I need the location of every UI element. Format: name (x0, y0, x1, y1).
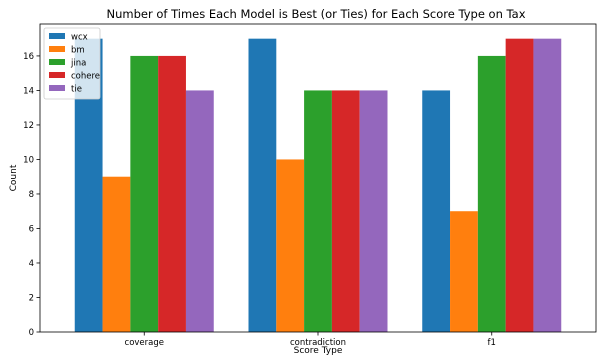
bar-jina-coverage (130, 55, 159, 333)
legend-label-cohere: cohere (71, 72, 100, 82)
bars-group (74, 38, 562, 333)
x-tick-label: contradiction (290, 338, 346, 348)
y-tick-label: 14 (23, 86, 34, 96)
legend-swatch-jina (49, 59, 65, 65)
legend-swatch-wcx (49, 33, 65, 39)
y-axis-label: Count (9, 164, 19, 191)
bar-tie-f1 (533, 38, 562, 333)
y-tick-label: 10 (23, 155, 34, 165)
legend-swatch-tie (49, 85, 65, 91)
bar-wcx-contradiction (248, 38, 277, 333)
y-tick-label: 8 (29, 190, 34, 200)
bar-cohere-contradiction (331, 90, 360, 333)
axes-group: 0 2 4 6 8 10 12 14 16 coverage contradiction f1 (23, 23, 597, 348)
y-tick-label: 6 (29, 224, 34, 234)
bar-tie-coverage (185, 90, 214, 333)
bar-bm-contradiction (276, 159, 305, 332)
bar-bm-f1 (450, 211, 478, 332)
x-axis-label: Score Type (294, 346, 343, 356)
y-tick-label: 12 (23, 121, 34, 131)
legend-swatch-bm (49, 46, 65, 52)
legend-box (43, 27, 101, 100)
y-tick-label: 16 (23, 52, 34, 62)
bar-wcx-f1 (422, 90, 451, 333)
bar-tie-contradiction (359, 90, 388, 333)
legend-label-wcx: wcx (71, 33, 88, 43)
y-tick-label: 4 (29, 259, 34, 269)
legend-label-tie: tie (71, 85, 82, 95)
bar-jina-contradiction (304, 90, 332, 333)
y-tick-label: 0 (29, 328, 34, 338)
bar-bm-coverage (102, 176, 131, 332)
legend: wcx bm jina cohere tie (43, 27, 101, 100)
legend-swatch-cohere (49, 72, 65, 78)
legend-label-jina: jina (70, 59, 86, 69)
bar-cohere-coverage (158, 55, 186, 333)
bar-cohere-f1 (505, 38, 534, 333)
legend-label-bm: bm (71, 46, 85, 56)
bar-jina-f1 (477, 55, 506, 333)
x-tick-label: coverage (125, 338, 164, 348)
y-tick-label: 2 (29, 293, 34, 303)
x-tick-label: f1 (488, 338, 496, 348)
chart-title: Number of Times Each Model is Best (or T… (106, 7, 525, 21)
